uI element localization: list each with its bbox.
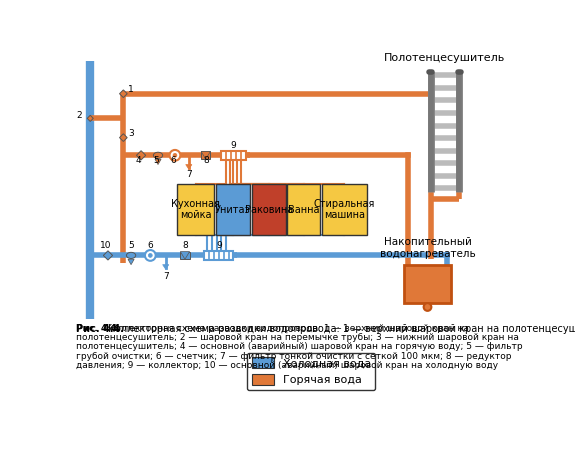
Bar [181,252,190,259]
Text: 10: 10 [100,241,112,250]
Text: Стиральная
машина: Стиральная машина [314,199,375,220]
Ellipse shape [154,152,163,158]
Text: 6: 6 [147,241,153,250]
Polygon shape [104,251,113,260]
Circle shape [170,150,181,161]
Polygon shape [87,115,93,122]
Text: 5: 5 [128,241,134,250]
Text: 9: 9 [216,241,222,250]
Circle shape [424,303,431,311]
Text: 7: 7 [163,272,168,280]
Text: Унитаз: Унитаз [215,205,251,215]
Bar [216,184,251,236]
Text: Накопительный
водонагреватель: Накопительный водонагреватель [380,237,476,259]
Text: полотенцесушитель; 4 — основной (аварийный) шаровой кран на горячую воду; 5 — фи: полотенцесушитель; 4 — основной (аварийн… [76,342,522,351]
Polygon shape [155,159,161,165]
Bar [288,184,320,236]
Circle shape [145,250,156,261]
Text: Рис. 4.4.: Рис. 4.4. [76,324,124,334]
Bar [252,184,286,236]
Text: 5: 5 [154,156,159,165]
Text: 1: 1 [128,85,134,94]
Polygon shape [120,134,127,141]
Text: 2: 2 [76,111,82,120]
Polygon shape [136,151,145,160]
Bar [201,151,210,159]
Text: 8: 8 [182,241,188,250]
Text: Рис. 4.4.: Рис. 4.4. [76,324,120,333]
Text: 4: 4 [136,156,141,165]
Text: 8: 8 [203,156,209,165]
Circle shape [173,153,177,157]
Bar [427,72,462,192]
Text: Коллекторная схема разводки водопровода: 1 — верхний шаровой кран на полотенцесу: Коллекторная схема разводки водопровода:… [105,324,575,334]
Text: 6: 6 [171,156,177,165]
Text: Раковина: Раковина [245,205,293,215]
Circle shape [148,254,152,257]
Ellipse shape [126,252,136,259]
Text: Ванна: Ванна [288,205,320,215]
Text: 7: 7 [186,170,191,179]
Text: полотенцесушитель; 2 — шаровой кран на перемычке трубы; 3 — нижний шаровой кран : полотенцесушитель; 2 — шаровой кран на п… [76,333,519,342]
Polygon shape [120,90,127,97]
Bar [204,251,233,260]
Text: 9: 9 [231,140,236,149]
Polygon shape [201,151,210,159]
Polygon shape [128,259,134,265]
Bar [404,265,451,303]
Text: грубой очистки; 6 — счетчик; 7 — фильтр тонкой очистки с сеткой 100 мкм; 8 — ред: грубой очистки; 6 — счетчик; 7 — фильтр … [76,351,511,361]
Polygon shape [163,265,169,269]
Text: Полотенцесушитель: Полотенцесушитель [384,53,505,63]
Text: давления; 9 — коллектор; 10 — основной (аварийный) шаровой кран на холодную воду: давления; 9 — коллектор; 10 — основной (… [76,361,498,370]
Text: 3: 3 [128,129,134,138]
Legend: Холодная вода, Горячая вода: Холодная вода, Горячая вода [247,352,375,390]
Bar [322,184,367,236]
Polygon shape [181,252,190,259]
Bar [221,151,246,160]
Text: Коллекторная схема разводки водопровода: 1 — верхний шаровой кран на: Коллекторная схема разводки водопровода:… [102,324,469,333]
Polygon shape [186,165,192,169]
Text: Кухонная
мойка: Кухонная мойка [171,199,220,220]
Bar [177,184,214,236]
